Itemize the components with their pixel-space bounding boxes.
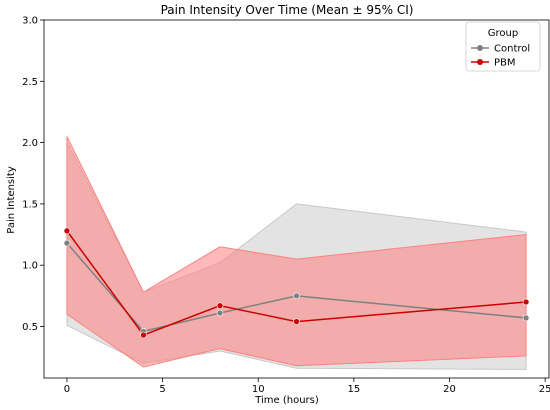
x-tick-label: 0 — [64, 384, 70, 395]
x-axis-label: Time (hours) — [254, 395, 319, 406]
legend-control-label: Control — [494, 44, 530, 55]
control-point — [522, 314, 530, 322]
chart-title: Pain Intensity Over Time (Mean ± 95% CI) — [161, 3, 414, 17]
x-tick-label: 15 — [348, 384, 361, 395]
control-point — [293, 292, 300, 300]
x-tick-label: 25 — [539, 384, 550, 395]
pbm-point — [216, 302, 224, 309]
y-tick-label: 2.0 — [22, 138, 38, 149]
control-point — [216, 309, 224, 317]
legend-pbm-label: PBM — [494, 58, 516, 69]
y-tick-label: 0.5 — [22, 322, 38, 333]
control-point — [63, 239, 71, 247]
plot-frame — [43, 19, 550, 379]
legend-title: Group — [488, 28, 518, 39]
legend-control-marker — [477, 45, 483, 51]
pbm-point — [522, 298, 530, 306]
legend-box — [465, 21, 541, 72]
y-tick-label: 2.5 — [22, 77, 38, 88]
pbm-point — [293, 318, 300, 325]
x-tick-label: 5 — [159, 384, 165, 395]
pbm-point — [63, 227, 71, 235]
legend: Group Control PBM — [465, 21, 541, 72]
y-tick-label: 3.0 — [22, 16, 38, 27]
pbm-point — [140, 331, 147, 339]
y-tick-label: 1.5 — [22, 199, 38, 210]
x-tick-label: 20 — [443, 384, 456, 395]
y-axis-label: Pain Intensity — [6, 166, 17, 234]
x-tick-label: 10 — [252, 384, 265, 395]
legend-pbm-marker — [477, 59, 483, 65]
y-tick-label: 1.0 — [22, 261, 38, 272]
pbm-ci-band — [66, 136, 527, 368]
